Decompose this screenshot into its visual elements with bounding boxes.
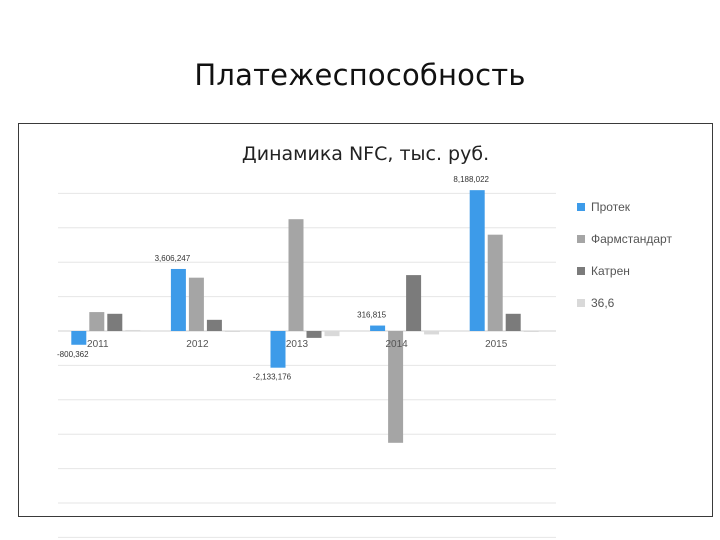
x-tick-label: 2014 [385,339,408,350]
x-tick-label: 2012 [186,339,209,350]
legend-swatch [577,266,585,275]
bar [224,331,240,332]
legend-label: Фармстандарт [591,232,672,246]
bar [324,331,340,337]
legend-item: 36,6 [577,296,614,310]
legend-swatch [577,202,585,211]
bar [89,312,105,331]
legend-label: Протек [591,200,630,214]
data-label: -2,133,176 [253,373,292,382]
legend-swatch [577,298,585,307]
bar [370,325,386,331]
bar [206,319,222,331]
bar [487,234,503,331]
slide-title: Платежеспособность [194,58,526,92]
bar [125,329,141,331]
data-label: -800,362 [57,350,89,359]
x-tick-label: 2015 [485,339,508,350]
legend-swatch [577,234,585,243]
legend-item: Фармстандарт [577,232,672,246]
legend-label: 36,6 [591,296,615,310]
bar [424,331,440,335]
data-label: 316,815 [357,311,386,320]
bar [288,219,304,331]
legend-item: Протек [577,200,630,214]
bar [388,331,404,443]
bar [523,331,539,332]
bar [270,331,286,368]
bar [170,268,186,331]
chart-frame: Динамика NFC, тыс. руб. [18,123,713,517]
bar [107,313,123,331]
data-label: 3,606,247 [155,254,191,263]
data-label: 8,188,022 [453,175,489,184]
bar [71,331,87,345]
bar [505,313,521,331]
bar [188,277,204,331]
x-tick-label: 2011 [87,339,109,350]
bar [306,331,322,338]
chart-title: Динамика NFC, тыс. руб. [241,143,490,165]
x-tick-label: 2013 [286,339,309,350]
legend-item: Катрен [577,264,630,278]
bar [406,275,422,331]
legend-label: Катрен [591,264,630,278]
bar [469,190,485,331]
